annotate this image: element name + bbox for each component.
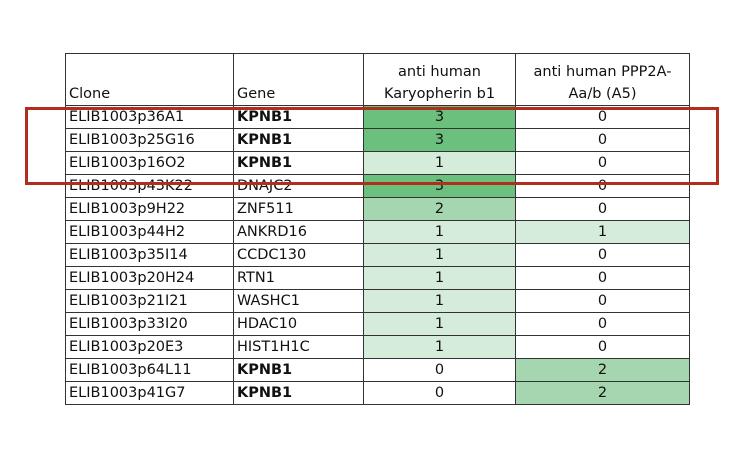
table-row: ELIB1003p64L11 KPNB1 0 2 (65, 358, 690, 382)
table-row: ELIB1003p41G7 KPNB1 0 2 (65, 381, 690, 405)
table-row: ELIB1003p33I20 HDAC10 1 0 (65, 312, 690, 336)
header-row: Clone Gene anti human Karyopherin b1 ant… (65, 53, 690, 106)
ppp2a-score-cell: 0 (515, 243, 690, 267)
ppp2a-score-cell: 0 (515, 335, 690, 359)
gene-cell: HDAC10 (233, 312, 364, 336)
clone-cell: ELIB1003p16O2 (65, 151, 234, 175)
gene-cell: KPNB1 (233, 381, 364, 405)
gene-cell: DNAJC2 (233, 174, 364, 198)
gene-cell: CCDC130 (233, 243, 364, 267)
col-header-gene: Gene (233, 53, 364, 106)
ppp2a-score-cell: 0 (515, 197, 690, 221)
clone-cell: ELIB1003p43K22 (65, 174, 234, 198)
karyopherin-score-cell: 3 (363, 174, 516, 198)
karyopherin-score-cell: 1 (363, 243, 516, 267)
gene-cell: ANKRD16 (233, 220, 364, 244)
clone-cell: ELIB1003p36A1 (65, 105, 234, 129)
gene-cell: RTN1 (233, 266, 364, 290)
ppp2a-score-cell: 0 (515, 174, 690, 198)
table-row: ELIB1003p21I21 WASHC1 1 0 (65, 289, 690, 313)
gene-cell: WASHC1 (233, 289, 364, 313)
karyopherin-score-cell: 1 (363, 266, 516, 290)
clone-cell: ELIB1003p41G7 (65, 381, 234, 405)
gene-cell: KPNB1 (233, 151, 364, 175)
karyopherin-score-cell: 1 (363, 335, 516, 359)
clone-cell: ELIB1003p35I14 (65, 243, 234, 267)
table-row: ELIB1003p44H2 ANKRD16 1 1 (65, 220, 690, 244)
ppp2a-score-cell: 0 (515, 151, 690, 175)
clone-cell: ELIB1003p64L11 (65, 358, 234, 382)
ppp2a-score-cell: 2 (515, 358, 690, 382)
karyopherin-score-cell: 0 (363, 381, 516, 405)
col-header-clone: Clone (65, 53, 234, 106)
ppp2a-score-cell: 1 (515, 220, 690, 244)
ppp2a-score-cell: 2 (515, 381, 690, 405)
karyopherin-score-cell: 3 (363, 105, 516, 129)
karyopherin-score-cell: 1 (363, 289, 516, 313)
clone-cell: ELIB1003p21I21 (65, 289, 234, 313)
ppp2a-score-cell: 0 (515, 266, 690, 290)
karyopherin-score-cell: 1 (363, 151, 516, 175)
col-header-karyopherin: anti human Karyopherin b1 (363, 53, 516, 106)
karyopherin-score-cell: 1 (363, 312, 516, 336)
ppp2a-score-cell: 0 (515, 289, 690, 313)
table-body: ELIB1003p36A1 KPNB1 3 0 ELIB1003p25G16 KPNB1 3… (65, 105, 690, 405)
table-row: ELIB1003p43K22 DNAJC2 3 0 (65, 174, 690, 198)
gene-cell: HIST1H1C (233, 335, 364, 359)
col-header-ppp2a: anti human PPP2A-Aa/b (A5) (515, 53, 690, 106)
ppp2a-score-cell: 0 (515, 312, 690, 336)
clone-cell: ELIB1003p20E3 (65, 335, 234, 359)
table-row: ELIB1003p20E3 HIST1H1C 1 0 (65, 335, 690, 359)
karyopherin-score-cell: 0 (363, 358, 516, 382)
table-row: ELIB1003p9H22 ZNF511 2 0 (65, 197, 690, 221)
clone-cell: ELIB1003p20H24 (65, 266, 234, 290)
karyopherin-score-cell: 2 (363, 197, 516, 221)
table-row: ELIB1003p25G16 KPNB1 3 0 (65, 128, 690, 152)
gene-cell: KPNB1 (233, 105, 364, 129)
table-row: ELIB1003p16O2 KPNB1 1 0 (65, 151, 690, 175)
ppp2a-score-cell: 0 (515, 105, 690, 129)
table-row: ELIB1003p36A1 KPNB1 3 0 (65, 105, 690, 129)
karyopherin-score-cell: 1 (363, 220, 516, 244)
clone-cell: ELIB1003p44H2 (65, 220, 234, 244)
clone-cell: ELIB1003p9H22 (65, 197, 234, 221)
table-row: ELIB1003p20H24 RTN1 1 0 (65, 266, 690, 290)
gene-cell: KPNB1 (233, 128, 364, 152)
ppp2a-score-cell: 0 (515, 128, 690, 152)
clone-cell: ELIB1003p33I20 (65, 312, 234, 336)
karyopherin-score-cell: 3 (363, 128, 516, 152)
table-row: ELIB1003p35I14 CCDC130 1 0 (65, 243, 690, 267)
results-table: Clone Gene anti human Karyopherin b1 ant… (65, 53, 690, 405)
gene-cell: ZNF511 (233, 197, 364, 221)
clone-cell: ELIB1003p25G16 (65, 128, 234, 152)
gene-cell: KPNB1 (233, 358, 364, 382)
